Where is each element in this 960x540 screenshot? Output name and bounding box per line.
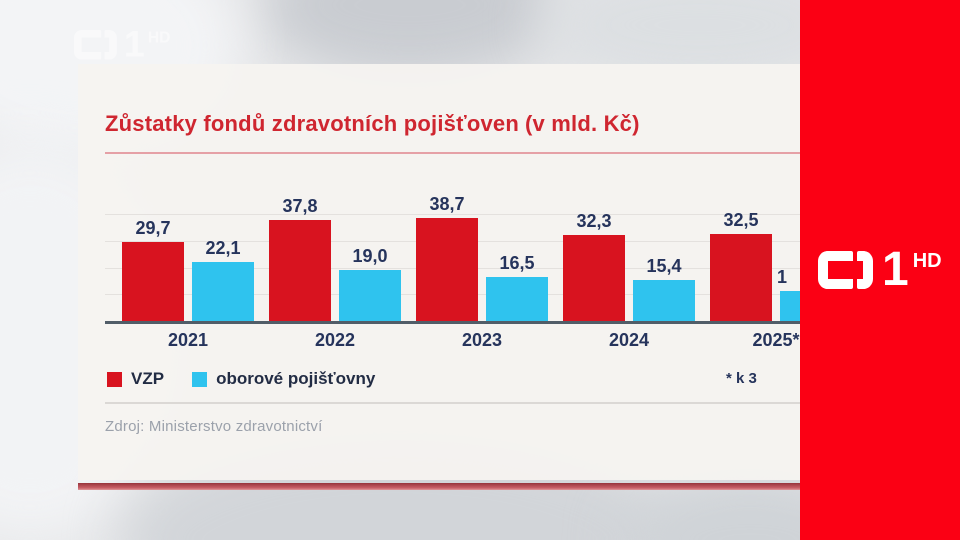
bar-value-label: 15,4 (646, 255, 682, 276)
vzp-bar (122, 241, 184, 321)
chart-title-text: Zůstatky fondů zdravotních pojišťoven (105, 111, 519, 136)
legend-vzp-label: VZP (131, 369, 165, 388)
channel-hd-badge: HD (912, 250, 942, 272)
panel-bottom-red-strip (78, 483, 800, 490)
vzp-bar (710, 234, 772, 321)
chart-title: Zůstatky fondů zdravotních pojišťoven (v … (105, 111, 800, 137)
legend-oborove-label: oborové pojišťovny (216, 369, 376, 388)
bar-value-label: 32,5 (723, 210, 759, 231)
year-label: 2022 (314, 330, 356, 350)
oborove-bar (486, 277, 548, 321)
x-axis-line (105, 321, 800, 324)
channel-band: 1 HD (800, 0, 960, 540)
vzp-bar (416, 217, 478, 321)
bar-value-label: 32,3 (576, 210, 612, 231)
year-label: 2024 (608, 330, 650, 350)
channel-number: 1 (882, 243, 909, 296)
bar-value-label: 22,1 (205, 238, 241, 259)
channel-number: 1 (123, 23, 145, 66)
oborove-bar (339, 270, 401, 321)
bar-value-label: 38,7 (429, 193, 465, 214)
ct-logo-left-bracket-icon (818, 251, 853, 289)
ct-logo-right-bracket-icon (104, 30, 117, 60)
source-text: Zdroj: Ministerstvo zdravotnictví (105, 418, 323, 435)
oborove-bar (633, 279, 695, 321)
vzp-bar (563, 234, 625, 321)
chart-title-unit: (v mld. Kč) (524, 111, 640, 136)
year-label: 2021 (167, 330, 209, 350)
channel-watermark-logo: 1 HD (74, 23, 171, 66)
year-label: 2025* (752, 330, 800, 350)
plot-area: 29,7 22,1 2021 37,8 19,0 2022 38,7 16,5 2023 32,3… (78, 64, 800, 480)
chart-footnote: * k 3 (726, 370, 757, 387)
channel-hd-badge: HD (147, 29, 171, 47)
gridline (105, 214, 800, 216)
bar-value-label: 1 (776, 266, 787, 287)
chart-legend: VZP oborové pojišťovny (107, 369, 790, 389)
legend-vzp-swatch (107, 371, 122, 387)
oborove-bar (780, 290, 800, 321)
channel-logo: 1 HD (818, 243, 942, 296)
year-label: 2023 (461, 330, 503, 350)
legend-divider (105, 402, 800, 404)
title-underline (105, 152, 800, 154)
bar-value-label: 19,0 (352, 246, 388, 267)
bar-value-label: 29,7 (135, 217, 171, 238)
ct-logo-right-bracket-icon (857, 251, 873, 289)
bar-value-label: 37,8 (282, 196, 318, 217)
ct-logo-left-bracket-icon (74, 30, 102, 60)
bar-value-label: 16,5 (499, 253, 535, 273)
legend-oborove-swatch (192, 371, 208, 387)
vzp-bar (269, 220, 331, 321)
oborove-bar (192, 262, 254, 321)
chart-panel: Zůstatky fondů zdravotních pojišťoven (v … (78, 64, 800, 480)
